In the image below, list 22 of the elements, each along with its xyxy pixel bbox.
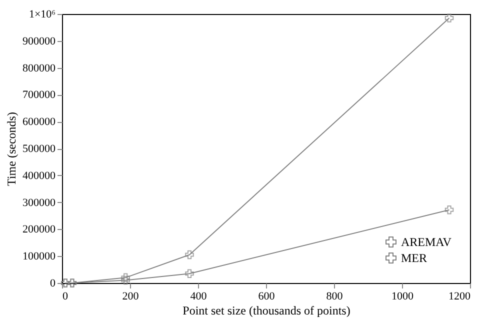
y-tick-label: 1×10⁶ [28, 8, 56, 20]
x-tick-label: 600 [258, 290, 276, 302]
y-tick-label: 200000 [22, 224, 56, 236]
x-tick-label: 1000 [392, 290, 414, 302]
y-tick-label: 500000 [22, 143, 56, 155]
y-tick-label: 700000 [22, 89, 56, 102]
x-tick-label: 400 [190, 290, 208, 302]
y-axis-title: Time (seconds) [4, 112, 18, 186]
y-tick-label: 600000 [22, 116, 56, 128]
y-tick-label: 400000 [22, 170, 56, 182]
legend-label: AREMAV [401, 235, 452, 249]
y-tick-label: 900000 [22, 35, 56, 48]
y-tick-label: 0 [50, 278, 56, 290]
x-tick-label: 200 [122, 290, 140, 302]
x-tick-label: 800 [326, 290, 344, 302]
legend-label: MER [401, 251, 428, 265]
x-tick-label: 1200 [448, 290, 471, 302]
x-tick-label: 0 [62, 290, 68, 302]
y-tick-label: 300000 [22, 196, 56, 209]
x-axis-title: Point set size (thousands of points) [182, 304, 350, 318]
y-tick-label: 100000 [22, 250, 56, 263]
y-tick-label: 800000 [22, 62, 56, 74]
